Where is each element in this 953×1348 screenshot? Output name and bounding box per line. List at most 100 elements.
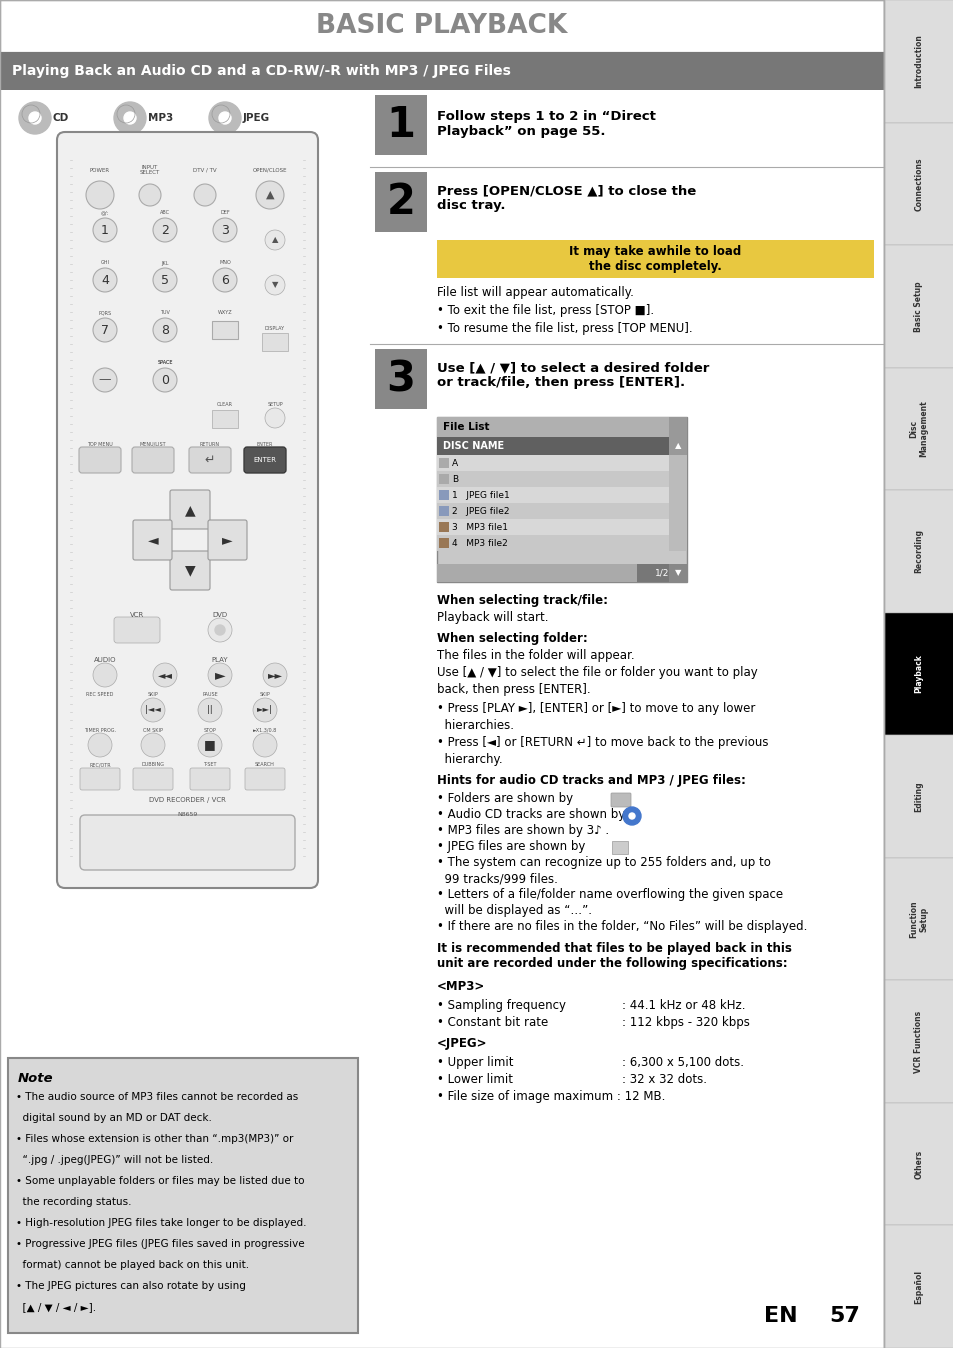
Text: ABC: ABC (160, 210, 170, 216)
Circle shape (92, 268, 117, 293)
Text: “.jpg / .jpeg(JPEG)” will not be listed.: “.jpg / .jpeg(JPEG)” will not be listed. (16, 1155, 213, 1165)
FancyBboxPatch shape (170, 551, 210, 590)
Text: • Upper limit: • Upper limit (436, 1055, 513, 1069)
Circle shape (198, 733, 222, 758)
Text: ►: ► (214, 669, 225, 682)
Circle shape (92, 663, 117, 687)
Text: : 32 x 32 dots.: : 32 x 32 dots. (621, 1073, 706, 1086)
Bar (438, 491, 449, 500)
Text: ▲: ▲ (272, 236, 278, 244)
Circle shape (213, 268, 236, 293)
Text: CLEAR: CLEAR (216, 403, 233, 407)
Circle shape (265, 408, 285, 429)
FancyBboxPatch shape (132, 520, 172, 559)
Circle shape (141, 698, 165, 723)
Text: • To exit the file list, press [STOP ■].: • To exit the file list, press [STOP ■]. (436, 305, 654, 317)
Text: • JPEG files are shown by: • JPEG files are shown by (436, 840, 585, 853)
Text: REC SPEED: REC SPEED (86, 693, 113, 697)
Bar (612, 841, 627, 855)
Bar (883, 735, 953, 857)
Bar (668, 563, 686, 582)
Bar (436, 503, 668, 519)
Bar (262, 333, 288, 350)
Bar (883, 0, 953, 123)
Text: hierarchies.: hierarchies. (436, 718, 514, 732)
Circle shape (124, 112, 136, 124)
Bar (436, 519, 668, 535)
Circle shape (152, 318, 177, 342)
FancyBboxPatch shape (245, 768, 285, 790)
Text: MP3: MP3 (148, 113, 173, 123)
Text: 1: 1 (386, 104, 416, 146)
Text: the recording status.: the recording status. (16, 1197, 132, 1206)
Text: will be displayed as “…”.: will be displayed as “…”. (436, 905, 592, 917)
Bar (438, 538, 449, 549)
Circle shape (139, 183, 161, 206)
Text: RETURN: RETURN (200, 442, 220, 446)
Text: : 44.1 kHz or 48 kHz.: : 44.1 kHz or 48 kHz. (621, 999, 744, 1012)
Bar (438, 506, 449, 516)
Text: • Progressive JPEG files (JPEG files saved in progressive: • Progressive JPEG files (JPEG files sav… (16, 1239, 304, 1250)
Text: REC/OTR: REC/OTR (89, 763, 111, 767)
Text: ►►: ►► (267, 670, 282, 679)
Text: PLAY: PLAY (212, 656, 228, 663)
Text: DTV / TV: DTV / TV (193, 167, 216, 173)
Text: Playback will start.: Playback will start. (436, 611, 548, 624)
Text: ◄◄: ◄◄ (157, 670, 172, 679)
Text: File List: File List (442, 422, 489, 431)
Bar (668, 456, 686, 470)
Bar (436, 240, 873, 278)
Text: 57: 57 (828, 1306, 859, 1326)
Text: OPEN/CLOSE: OPEN/CLOSE (253, 167, 287, 173)
Text: GHI: GHI (100, 260, 110, 266)
Text: • To resume the file list, press [TOP MENU].: • To resume the file list, press [TOP ME… (436, 322, 692, 336)
Text: Español: Español (914, 1270, 923, 1304)
Text: ◄: ◄ (148, 532, 158, 547)
Bar (436, 437, 668, 456)
Bar (883, 368, 953, 491)
Text: Basic Setup: Basic Setup (914, 280, 923, 332)
Circle shape (193, 183, 215, 206)
Text: back, then press [ENTER].: back, then press [ENTER]. (436, 683, 590, 696)
Circle shape (152, 663, 177, 687)
Bar (438, 458, 449, 468)
Text: A: A (452, 458, 457, 468)
Bar (436, 535, 668, 551)
Text: WXYZ: WXYZ (217, 310, 233, 315)
Bar (436, 470, 668, 487)
Text: ▼: ▼ (272, 280, 278, 290)
Text: SKIP: SKIP (148, 693, 158, 697)
Text: SEARCH: SEARCH (254, 763, 274, 767)
Text: TIMER PROG.: TIMER PROG. (84, 728, 116, 732)
Text: ▲: ▲ (266, 190, 274, 200)
Text: Follow steps 1 to 2 in “Direct
Playback” on page 55.: Follow steps 1 to 2 in “Direct Playback”… (436, 111, 656, 137)
Text: Introduction: Introduction (914, 34, 923, 88)
Bar (212, 410, 237, 429)
FancyBboxPatch shape (189, 448, 231, 473)
Text: MNO: MNO (219, 260, 231, 266)
Text: ►: ► (216, 670, 224, 679)
Text: • If there are no files in the folder, “No Files” will be displayed.: • If there are no files in the folder, “… (436, 919, 806, 933)
Text: 0: 0 (161, 373, 169, 387)
Text: SETUP: SETUP (267, 403, 282, 407)
Text: TOP MENU: TOP MENU (87, 442, 112, 446)
FancyBboxPatch shape (113, 617, 160, 643)
Text: ↵: ↵ (205, 453, 215, 466)
Text: POWER: POWER (90, 167, 110, 173)
Circle shape (219, 112, 231, 124)
Bar (883, 245, 953, 368)
Circle shape (622, 807, 640, 825)
Text: DVD RECORDER / VCR: DVD RECORDER / VCR (149, 797, 226, 803)
Bar (212, 321, 237, 338)
Text: • File size of image maximum : 12 MB.: • File size of image maximum : 12 MB. (436, 1091, 664, 1103)
Text: ||: || (207, 705, 213, 714)
Circle shape (213, 218, 236, 243)
Text: • High-resolution JPEG files take longer to be displayed.: • High-resolution JPEG files take longer… (16, 1219, 306, 1228)
Circle shape (92, 218, 117, 243)
Circle shape (214, 625, 225, 635)
FancyBboxPatch shape (190, 768, 230, 790)
Text: • Press [◄] or [RETURN ↵] to move back to the previous: • Press [◄] or [RETURN ↵] to move back t… (436, 736, 768, 749)
Text: CM SKIP: CM SKIP (143, 728, 163, 732)
Text: Function
Setup: Function Setup (908, 900, 927, 938)
Text: Use [▲ / ▼] to select a desired folder
or track/file, then press [ENTER].: Use [▲ / ▼] to select a desired folder o… (436, 361, 709, 390)
